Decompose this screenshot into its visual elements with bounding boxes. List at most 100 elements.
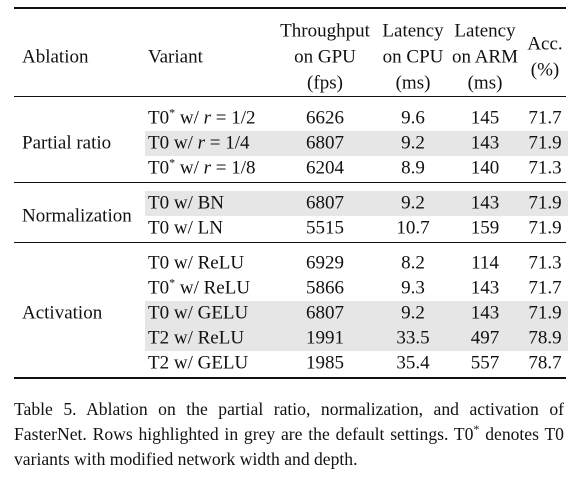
- top-rule: [14, 7, 566, 9]
- value-cell: 497: [470, 327, 500, 349]
- value-cell: 143: [470, 277, 500, 299]
- variant-base: T0: [148, 132, 170, 154]
- variant-cell: T0 w/ ReLU: [148, 254, 244, 273]
- variant-cell: T0 w/ BN: [148, 194, 224, 213]
- caption: Table 5. Ablation on the partial ratio, …: [14, 397, 564, 472]
- value-cell: 1991: [306, 327, 344, 349]
- caption-text: Table 5. Ablation on the partial ratio, …: [14, 399, 564, 444]
- variant-base: T0: [148, 157, 170, 179]
- variant-base: T0: [148, 107, 170, 129]
- variant-cell: T0 w/ LN: [148, 219, 223, 238]
- value-cell: 71.3: [528, 157, 562, 179]
- variant-text: w/: [173, 132, 193, 154]
- variant-cell: T2 w/ GELU: [148, 354, 248, 373]
- group-rule: [14, 182, 566, 183]
- value-cell: 8.2: [401, 252, 425, 274]
- value-cell: 35.4: [396, 352, 430, 374]
- value-cell: 10.7: [396, 217, 430, 239]
- value-cell: 9.2: [401, 302, 425, 324]
- variant-cell: T0 w/ r = 1/4: [148, 134, 250, 153]
- value-cell: 143: [470, 302, 500, 324]
- variant-base: T0: [148, 252, 170, 274]
- value-cell: 71.9: [528, 192, 562, 214]
- value-cell: 71.3: [528, 252, 562, 274]
- value-cell: 9.3: [401, 277, 425, 299]
- variant-text: w/ BN: [173, 192, 225, 214]
- value-cell: 143: [470, 132, 500, 154]
- variant-cell: T0* w/ r = 1/2: [148, 105, 256, 129]
- value-cell: 71.7: [528, 277, 562, 299]
- variant-text: w/ ReLU: [173, 252, 245, 274]
- value-cell: 557: [470, 352, 500, 374]
- variant-math: r = 1/2: [203, 107, 256, 129]
- default-highlight: [145, 300, 568, 326]
- value-cell: 71.9: [528, 302, 562, 324]
- value-cell: 78.9: [528, 327, 562, 349]
- header-cell: (%): [530, 59, 560, 81]
- value-cell: 6807: [306, 302, 344, 324]
- variant-base: T0: [148, 217, 170, 239]
- value-cell: 71.9: [528, 217, 562, 239]
- header-cell: on GPU: [294, 46, 356, 68]
- header-cell: on CPU: [382, 46, 444, 68]
- group-rule: [14, 242, 566, 243]
- variant-cell: T0* w/ r = 1/8: [148, 155, 256, 179]
- value-cell: 143: [470, 192, 500, 214]
- variant-base: T0: [148, 277, 170, 299]
- header-cell: on ARM: [452, 46, 518, 68]
- value-cell: 78.7: [528, 352, 562, 374]
- value-cell: 5866: [306, 277, 344, 299]
- variant-text: w/ GELU: [173, 302, 249, 324]
- default-highlight: [145, 190, 568, 216]
- value-cell: 5515: [306, 217, 344, 239]
- caption-sup: *: [473, 422, 480, 436]
- value-cell: 8.9: [401, 157, 425, 179]
- value-cell: 6626: [306, 107, 344, 129]
- header-variant: Variant: [148, 46, 203, 68]
- caption-text: denotes T0 variants with modified networ…: [14, 424, 564, 469]
- bottom-rule: [14, 377, 566, 379]
- variant-cell: T0* w/ ReLU: [148, 275, 251, 299]
- variant-text: w/ LN: [173, 217, 223, 239]
- value-cell: 6204: [306, 157, 344, 179]
- header-cell: Throughput: [280, 20, 370, 42]
- value-cell: 9.2: [401, 192, 425, 214]
- value-cell: 159: [470, 217, 500, 239]
- variant-text: w/ ReLU: [179, 277, 251, 299]
- variant-text: w/: [179, 157, 199, 179]
- header-cell: (ms): [395, 72, 431, 94]
- variant-base: T0: [148, 302, 170, 324]
- header-cell: Latency: [382, 20, 444, 42]
- variant-sup: *: [169, 275, 176, 290]
- value-cell: 6807: [306, 192, 344, 214]
- header-cell: Acc.: [527, 33, 563, 55]
- header-cell: (ms): [467, 72, 503, 94]
- group-label: Partial ratio: [22, 132, 112, 154]
- variant-base: T2: [148, 327, 170, 349]
- value-cell: 145: [470, 107, 500, 129]
- value-cell: 140: [470, 157, 500, 179]
- value-cell: 6807: [306, 132, 344, 154]
- variant-math: r = 1/4: [197, 132, 250, 154]
- default-highlight: [145, 130, 568, 156]
- variant-math: r = 1/8: [203, 157, 256, 179]
- header-cell: (fps): [307, 72, 343, 94]
- variant-sup: *: [169, 105, 176, 120]
- variant-cell: T2 w/ ReLU: [148, 329, 244, 348]
- variant-text: w/: [179, 107, 199, 129]
- header-ablation: Ablation: [22, 46, 89, 68]
- value-cell: 9.2: [401, 132, 425, 154]
- variant-text: w/ ReLU: [173, 327, 245, 349]
- variant-sup: *: [169, 155, 176, 170]
- group-label: Normalization: [22, 205, 132, 226]
- value-cell: 1985: [306, 352, 344, 374]
- variant-base: T0: [148, 192, 170, 214]
- group-label: Activation: [22, 302, 103, 324]
- value-cell: 114: [471, 252, 499, 274]
- value-cell: 9.6: [401, 107, 425, 129]
- variant-base: T2: [148, 352, 170, 374]
- value-cell: 33.5: [396, 327, 430, 349]
- value-cell: 71.7: [528, 107, 562, 129]
- variant-cell: T0 w/ GELU: [148, 304, 248, 323]
